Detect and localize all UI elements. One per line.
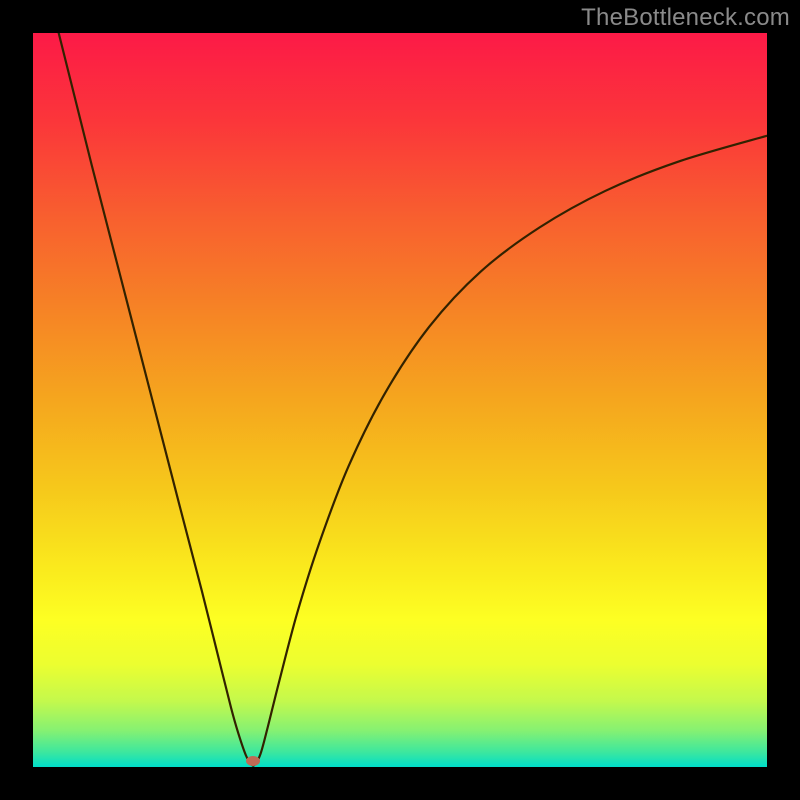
plot-area: [33, 33, 767, 767]
watermark-label: TheBottleneck.com: [581, 4, 790, 32]
chart-canvas: TheBottleneck.com: [0, 0, 800, 800]
bottleneck-curve: [33, 33, 767, 767]
curve-path: [59, 33, 767, 766]
